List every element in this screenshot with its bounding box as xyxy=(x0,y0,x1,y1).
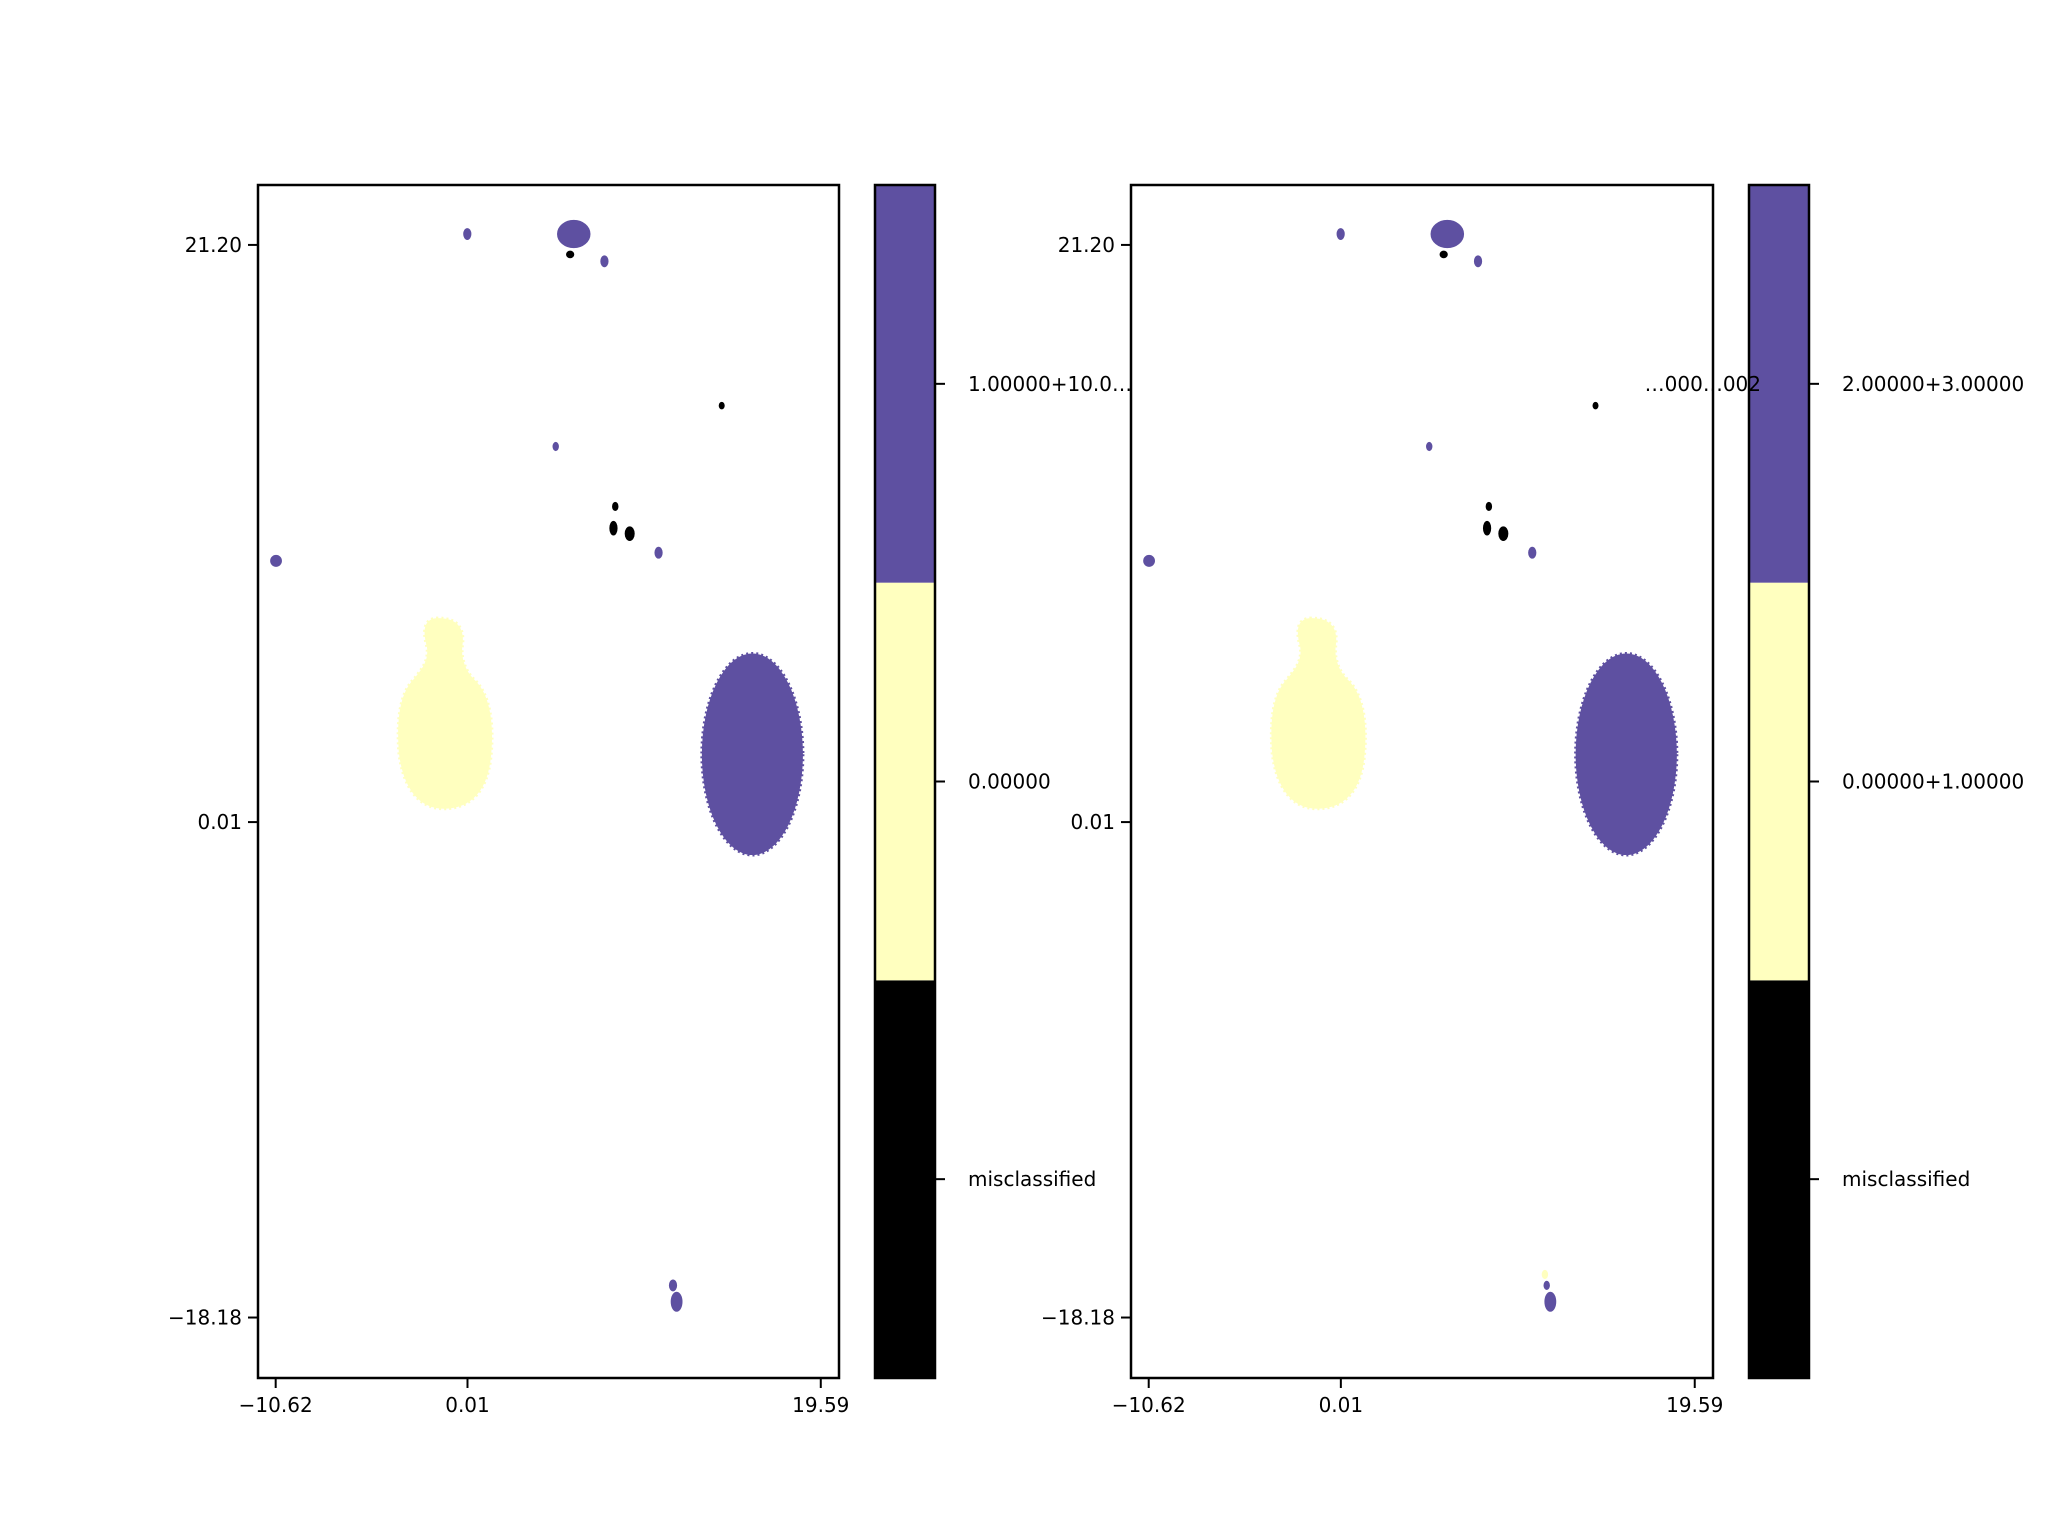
scatter-point xyxy=(557,219,591,249)
colorbar-tick-label: 0.00000 xyxy=(968,770,1051,794)
scatter-point xyxy=(270,554,282,567)
y-tick-label: 21.20 xyxy=(185,233,242,257)
scatter-point xyxy=(1485,501,1493,511)
scatter-point xyxy=(1543,1280,1550,1290)
colorbar-segment xyxy=(1749,980,1809,1378)
scatter-point xyxy=(1544,1291,1557,1312)
colorbar: misclassified 0.00000 1.00000+10.0… xyxy=(873,183,1132,1380)
scatter-point xyxy=(1473,255,1483,268)
colorbar-segment xyxy=(875,980,935,1378)
colorbar-segment xyxy=(875,185,935,583)
chart-panel-1: −10.62 0.01 19.5921.200.01−18.18misclassif… xyxy=(168,183,1132,1417)
y-tick-label: −18.18 xyxy=(168,1306,242,1330)
colorbar-segment xyxy=(1749,582,1809,981)
x-tick-label: 19.59 xyxy=(792,1393,849,1417)
x-tick-label: −10.62 xyxy=(1112,1393,1186,1417)
x-tick-label: 0.01 xyxy=(445,1393,490,1417)
scatter-point xyxy=(552,441,559,452)
y-tick-label: 0.01 xyxy=(197,810,242,834)
y-tick-label: −18.18 xyxy=(1041,1306,1115,1330)
colorbar-tick-label: misclassified xyxy=(1842,1167,1970,1191)
scatter-point xyxy=(668,1279,678,1292)
scatter-point xyxy=(600,255,609,268)
y-tick-label: 21.20 xyxy=(1058,233,1115,257)
scatter-point xyxy=(1430,219,1465,249)
plot-frame xyxy=(1129,183,1715,1380)
scatter-point xyxy=(1482,520,1492,536)
colorbar-segment xyxy=(1749,185,1809,583)
scatter-points xyxy=(1143,219,1679,1312)
scatter-point xyxy=(654,546,663,559)
scatter-point xyxy=(1541,1269,1549,1280)
scatter-point-cluster xyxy=(700,651,805,857)
scatter-point xyxy=(612,501,619,511)
colorbar-segment xyxy=(875,582,935,981)
scatter-point xyxy=(1498,526,1509,541)
plot-frame xyxy=(256,183,841,1380)
scatter-point xyxy=(624,526,635,541)
scatter-points xyxy=(270,219,805,1312)
scatter-point xyxy=(718,401,725,410)
scatter-point xyxy=(1592,401,1599,410)
scatter-point xyxy=(1528,546,1537,559)
scatter-point xyxy=(609,520,618,536)
colorbar-tick-label: 2.00000+3.00000 xyxy=(1842,372,2024,396)
colorbar-tick-label: 1.00000+10.0… xyxy=(968,372,1132,396)
colorbar-tick-label: misclassified xyxy=(968,1167,1096,1191)
scatter-point xyxy=(566,250,575,259)
scatter-point xyxy=(670,1291,683,1312)
scatter-point xyxy=(1336,228,1345,240)
colorbar-tick-label: 0.00000+1.00000 xyxy=(1842,770,2024,794)
scatter-point xyxy=(463,228,472,240)
x-tick-label: 0.01 xyxy=(1319,1393,1364,1417)
scatter-point xyxy=(1143,554,1155,567)
y-tick-label: 0.01 xyxy=(1070,810,1115,834)
scatter-point xyxy=(1439,250,1448,259)
scatter-point-cluster xyxy=(1574,651,1679,857)
scatter-point-cluster xyxy=(1269,616,1367,811)
colorbar: misclassified 0.00000+1.00000 2.00000+3.00… xyxy=(1645,183,2024,1380)
scatter-point xyxy=(1426,441,1433,452)
scatter-point-cluster xyxy=(396,616,494,811)
colorbar-overflow-label: …000…002 xyxy=(1645,372,1761,396)
x-tick-label: 19.59 xyxy=(1666,1393,1723,1417)
x-tick-label: −10.62 xyxy=(239,1393,313,1417)
chart-panel-2: −10.62 0.01 19.59 21.20 0.01 −18.18 misclassif… xyxy=(1041,183,2024,1417)
